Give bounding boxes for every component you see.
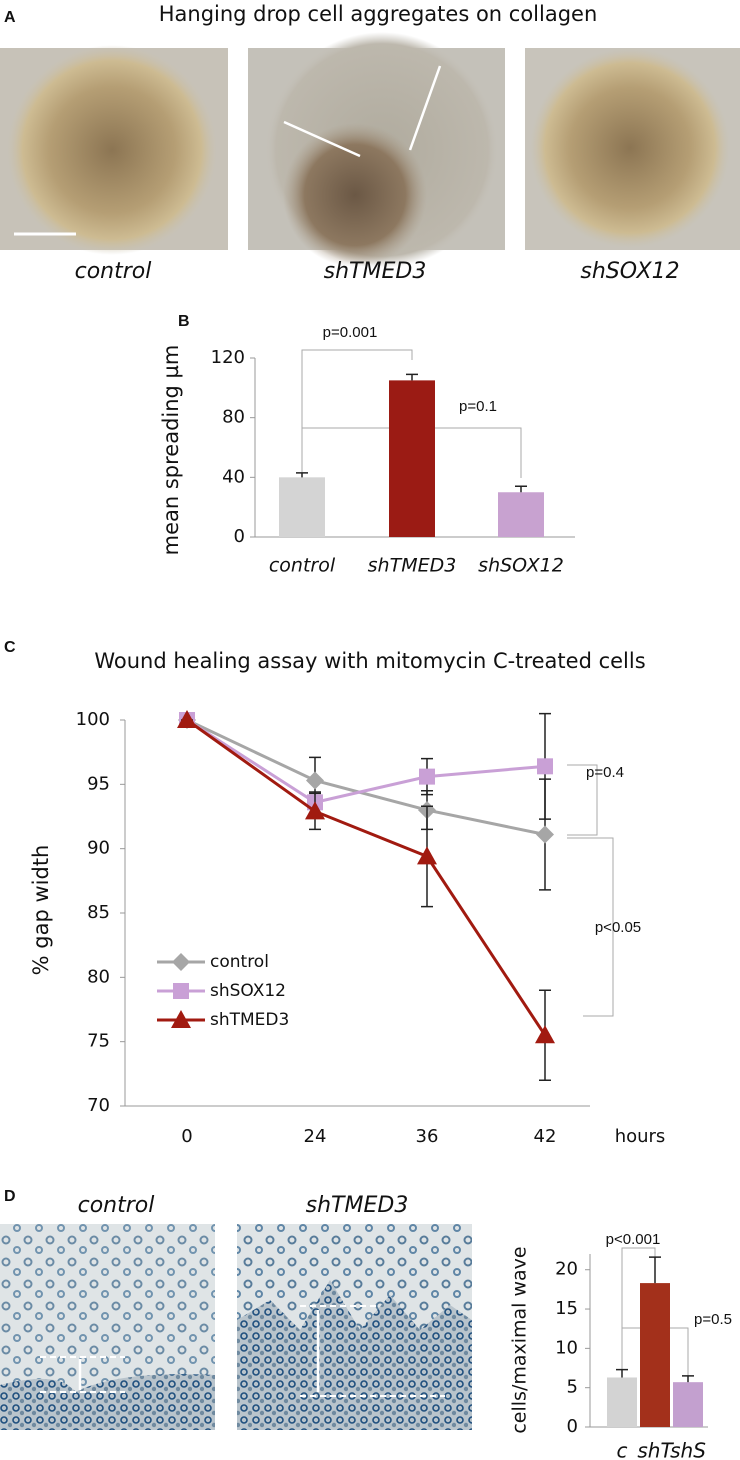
marker (537, 758, 553, 775)
arrow (408, 65, 442, 151)
annotation: p<0.001 (606, 1231, 661, 1248)
y-tick-label: 40 (222, 466, 245, 487)
bar (279, 477, 325, 537)
bar (607, 1377, 637, 1427)
panel-label: C (4, 639, 16, 656)
y-tick-label: 0 (567, 1416, 578, 1437)
y-tick-label: 80 (87, 966, 110, 987)
photo-caption: control (75, 259, 152, 284)
x-tick-label: shT (637, 1439, 674, 1460)
aggregate (530, 48, 730, 248)
aggregate (7, 45, 217, 255)
monolayer (237, 1280, 472, 1430)
x-tick-label: shSOX12 (478, 555, 564, 577)
y-tick-label: 10 (555, 1337, 578, 1358)
chart-title: Wound healing assay with mitomycin C-tre… (94, 649, 645, 673)
bar (389, 380, 435, 537)
annotation: p=0.4 (586, 764, 624, 781)
y-tick-label: 70 (87, 1095, 110, 1116)
y-tick-label: 5 (567, 1377, 578, 1398)
y-tick-label: 0 (234, 526, 245, 547)
y-tick-label: 120 (211, 347, 245, 368)
series-line (186, 718, 547, 1037)
x-tick-label: 24 (304, 1126, 327, 1147)
marker (177, 710, 197, 728)
photo-caption: shSOX12 (580, 259, 679, 284)
photo-caption: shTMED3 (324, 259, 427, 284)
monolayer (0, 1374, 215, 1430)
significance-bracket (301, 349, 413, 470)
legend-label: control (210, 952, 269, 972)
photo-caption: shTMED3 (306, 1193, 409, 1218)
panel-label: A (4, 9, 16, 26)
error-bar (682, 1375, 694, 1383)
marker (419, 768, 435, 785)
annotation: p=0.5 (694, 1311, 732, 1328)
bar (498, 492, 544, 537)
legend-marker (173, 983, 189, 999)
error-bar (406, 373, 418, 381)
annotation: p<0.05 (595, 919, 641, 936)
y-tick-label: 85 (87, 902, 110, 923)
y-axis-label: cells/maximal wave (509, 1246, 531, 1433)
annotation: p=0.1 (459, 398, 497, 415)
error-bar (616, 1368, 628, 1378)
series-line (186, 718, 546, 804)
legend-label: shSOX12 (210, 981, 286, 1001)
x-axis-label: hours (615, 1126, 666, 1147)
annotation: p=0.001 (323, 324, 378, 341)
y-tick-label: 20 (555, 1259, 578, 1280)
photo-caption: control (78, 1193, 155, 1218)
y-tick-label: 15 (555, 1298, 578, 1319)
aggregate (283, 123, 427, 267)
bar (640, 1283, 670, 1427)
error-bar (515, 485, 527, 493)
error-bar (296, 472, 308, 478)
y-axis-label: % gap width (29, 845, 53, 976)
panel-label: B (178, 313, 190, 330)
legend-marker (172, 953, 190, 971)
bar (673, 1382, 703, 1427)
marker (417, 846, 437, 865)
x-tick-label: shS (670, 1439, 706, 1460)
y-tick-label: 90 (87, 838, 110, 859)
series-line (186, 718, 546, 836)
x-tick-label: control (269, 555, 336, 577)
x-tick-label: shTMED3 (368, 555, 457, 577)
x-tick-label: 0 (181, 1126, 192, 1147)
marker (305, 801, 325, 820)
legend-label: shTMED3 (210, 1010, 289, 1030)
photos (0, 32, 740, 1430)
panel-title: Hanging drop cell aggregates on collagen (159, 2, 598, 26)
y-tick-label: 80 (222, 407, 245, 428)
y-tick-label: 95 (87, 773, 110, 794)
marker (306, 771, 324, 790)
marker (536, 825, 554, 844)
error-bar (649, 1256, 661, 1284)
marker (535, 1025, 555, 1044)
x-tick-label: 42 (534, 1126, 557, 1147)
x-tick-label: c (617, 1439, 628, 1460)
y-tick-label: 75 (87, 1031, 110, 1052)
panel-label: D (4, 1188, 16, 1205)
y-tick-label: 100 (76, 709, 110, 730)
arrow (283, 120, 361, 158)
x-tick-label: 36 (416, 1126, 439, 1147)
significance-bracket (567, 764, 598, 836)
significance-bracket (567, 837, 614, 1017)
y-axis-label: mean spreading µm (159, 345, 183, 556)
legend-marker (171, 1010, 191, 1028)
